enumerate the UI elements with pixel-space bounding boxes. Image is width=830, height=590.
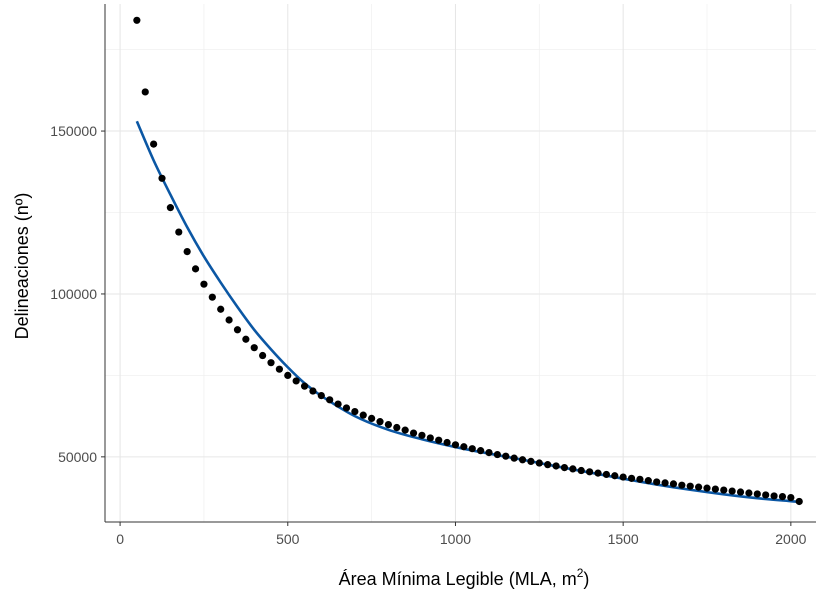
data-point: [544, 461, 552, 469]
data-point: [267, 359, 275, 367]
data-point: [560, 463, 569, 472]
data-point: [200, 280, 208, 288]
data-point: [745, 489, 753, 497]
data-point: [753, 490, 761, 498]
data-point: [317, 391, 325, 400]
grid-major-lines: [105, 4, 816, 522]
data-point: [569, 465, 577, 473]
data-point: [703, 484, 711, 492]
data-point: [435, 436, 443, 444]
data-point: [217, 305, 225, 313]
y-tick-label: 50000: [58, 449, 97, 465]
x-tick-label: 500: [276, 531, 300, 547]
data-point: [326, 396, 334, 404]
points-layer: [133, 16, 803, 506]
data-point: [191, 265, 200, 273]
data-point: [309, 387, 317, 395]
data-point: [368, 414, 376, 422]
data-point: [275, 365, 283, 373]
data-point: [518, 456, 527, 464]
x-tick-label: 2000: [775, 531, 806, 547]
data-point: [493, 450, 501, 459]
data-point: [636, 475, 644, 483]
data-point: [720, 486, 728, 494]
data-point: [351, 407, 359, 416]
data-point: [787, 493, 795, 502]
data-point: [376, 418, 384, 426]
data-point: [795, 497, 803, 506]
data-point: [409, 429, 418, 437]
data-point: [602, 470, 610, 479]
data-point: [728, 487, 736, 495]
data-point: [661, 479, 669, 487]
data-point: [384, 420, 392, 429]
data-point: [284, 371, 292, 379]
data-point: [359, 411, 367, 419]
data-point: [292, 377, 300, 385]
data-point: [577, 466, 585, 475]
data-point: [300, 382, 309, 390]
data-point: [183, 247, 191, 256]
data-point: [460, 443, 468, 451]
data-point: [653, 478, 661, 486]
data-point: [133, 16, 141, 24]
data-point: [627, 474, 636, 482]
data-point: [535, 459, 543, 467]
data-point: [669, 480, 678, 488]
data-point: [426, 434, 434, 442]
data-point: [510, 454, 518, 462]
data-point: [451, 441, 460, 449]
grid-minor-lines: [105, 4, 816, 522]
data-point: [778, 492, 787, 501]
x-tick-label: 0: [116, 531, 124, 547]
data-point: [418, 431, 426, 439]
data-point: [586, 468, 594, 476]
data-point: [477, 447, 485, 455]
data-point: [141, 88, 149, 96]
y-tick-label: 150000: [50, 123, 97, 139]
x-tick-label: 1000: [440, 531, 471, 547]
data-point: [259, 351, 267, 360]
data-point: [485, 449, 493, 457]
y-axis-title: Delineaciones (nº): [12, 193, 32, 340]
data-point: [711, 485, 719, 493]
data-point: [619, 473, 627, 481]
data-point: [233, 326, 242, 334]
data-point: [678, 481, 686, 489]
fit-line: [135, 120, 800, 504]
data-point: [175, 228, 183, 236]
data-point: [334, 400, 342, 408]
data-point: [443, 438, 451, 447]
data-point: [225, 316, 233, 324]
data-point: [401, 426, 409, 434]
data-point: [762, 491, 770, 499]
data-point: [736, 488, 745, 496]
data-point: [468, 445, 476, 453]
data-point: [695, 483, 703, 491]
x-tick-label: 1500: [608, 531, 639, 547]
data-point: [644, 477, 652, 485]
data-point: [502, 452, 510, 460]
data-point: [594, 469, 602, 477]
data-point: [342, 404, 351, 412]
data-point: [242, 335, 250, 343]
axes: [104, 4, 816, 523]
data-point: [527, 457, 535, 466]
data-point: [611, 472, 619, 480]
data-point: [393, 423, 401, 432]
data-point: [166, 204, 174, 212]
fit-line-layer: [135, 120, 800, 504]
y-tick-label: 100000: [50, 286, 97, 302]
x-axis-title: Área Mínima Legible (MLA, m2): [339, 566, 590, 589]
data-point: [250, 344, 258, 352]
data-point: [150, 140, 158, 148]
data-point: [552, 462, 560, 470]
data-point: [208, 293, 216, 301]
data-point: [158, 174, 166, 182]
tick-labels: 0 500 1000 1500 2000 50000 100000 150000: [50, 123, 806, 547]
data-point: [770, 492, 778, 500]
data-point: [686, 482, 694, 490]
